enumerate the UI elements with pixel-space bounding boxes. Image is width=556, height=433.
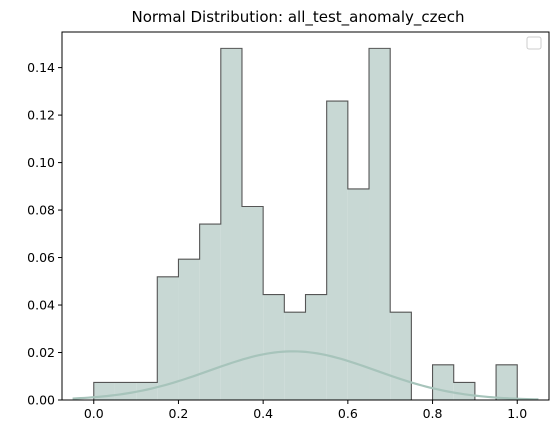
histogram-bar xyxy=(220,48,242,401)
histogram-bar xyxy=(284,312,306,400)
histogram-bar xyxy=(114,382,137,400)
y-tick-label: 0.12 xyxy=(27,108,55,123)
histogram-bar xyxy=(453,382,475,400)
y-tick-label: 0.10 xyxy=(27,155,55,170)
y-tick-label: 0.00 xyxy=(27,393,55,408)
histogram-bar xyxy=(369,48,391,401)
y-tick-label: 0.14 xyxy=(27,60,55,75)
x-tick-label: 0.8 xyxy=(423,406,443,421)
histogram-bar xyxy=(263,294,285,400)
histogram-outline xyxy=(93,47,518,401)
histogram-bar xyxy=(241,206,264,400)
y-tick-label: 0.08 xyxy=(27,203,55,218)
chart-title: Normal Distribution: all_test_anomaly_cz… xyxy=(131,8,464,27)
legend-box xyxy=(526,36,542,50)
x-tick-label: 0.6 xyxy=(338,406,358,421)
y-tick-label: 0.04 xyxy=(27,298,55,313)
x-tick-label: 0.0 xyxy=(84,406,104,421)
histogram-bar xyxy=(178,259,200,400)
y-tick-label: 0.02 xyxy=(27,345,55,360)
histogram-bar xyxy=(390,312,412,400)
x-tick-label: 0.2 xyxy=(169,406,189,421)
histogram-bar xyxy=(305,294,327,400)
histogram-bar xyxy=(347,188,370,400)
histogram-bar xyxy=(136,382,158,400)
histogram-bar xyxy=(432,364,454,400)
histogram-bar xyxy=(199,224,221,400)
y-tick-label: 0.06 xyxy=(27,250,55,265)
plot-area: 0.0 0.2 0.4 0.6 0.8 1.0 0.00 0.02 0.04 0.06 0.08 0.… xyxy=(27,31,550,421)
histogram-bar xyxy=(496,364,518,400)
histogram-bar xyxy=(157,276,179,400)
normal-curve xyxy=(72,350,539,401)
histogram-bar xyxy=(326,101,348,400)
x-tick-label: 1.0 xyxy=(507,406,527,421)
x-tick-label: 0.4 xyxy=(253,406,273,421)
axes-frame xyxy=(61,31,550,401)
